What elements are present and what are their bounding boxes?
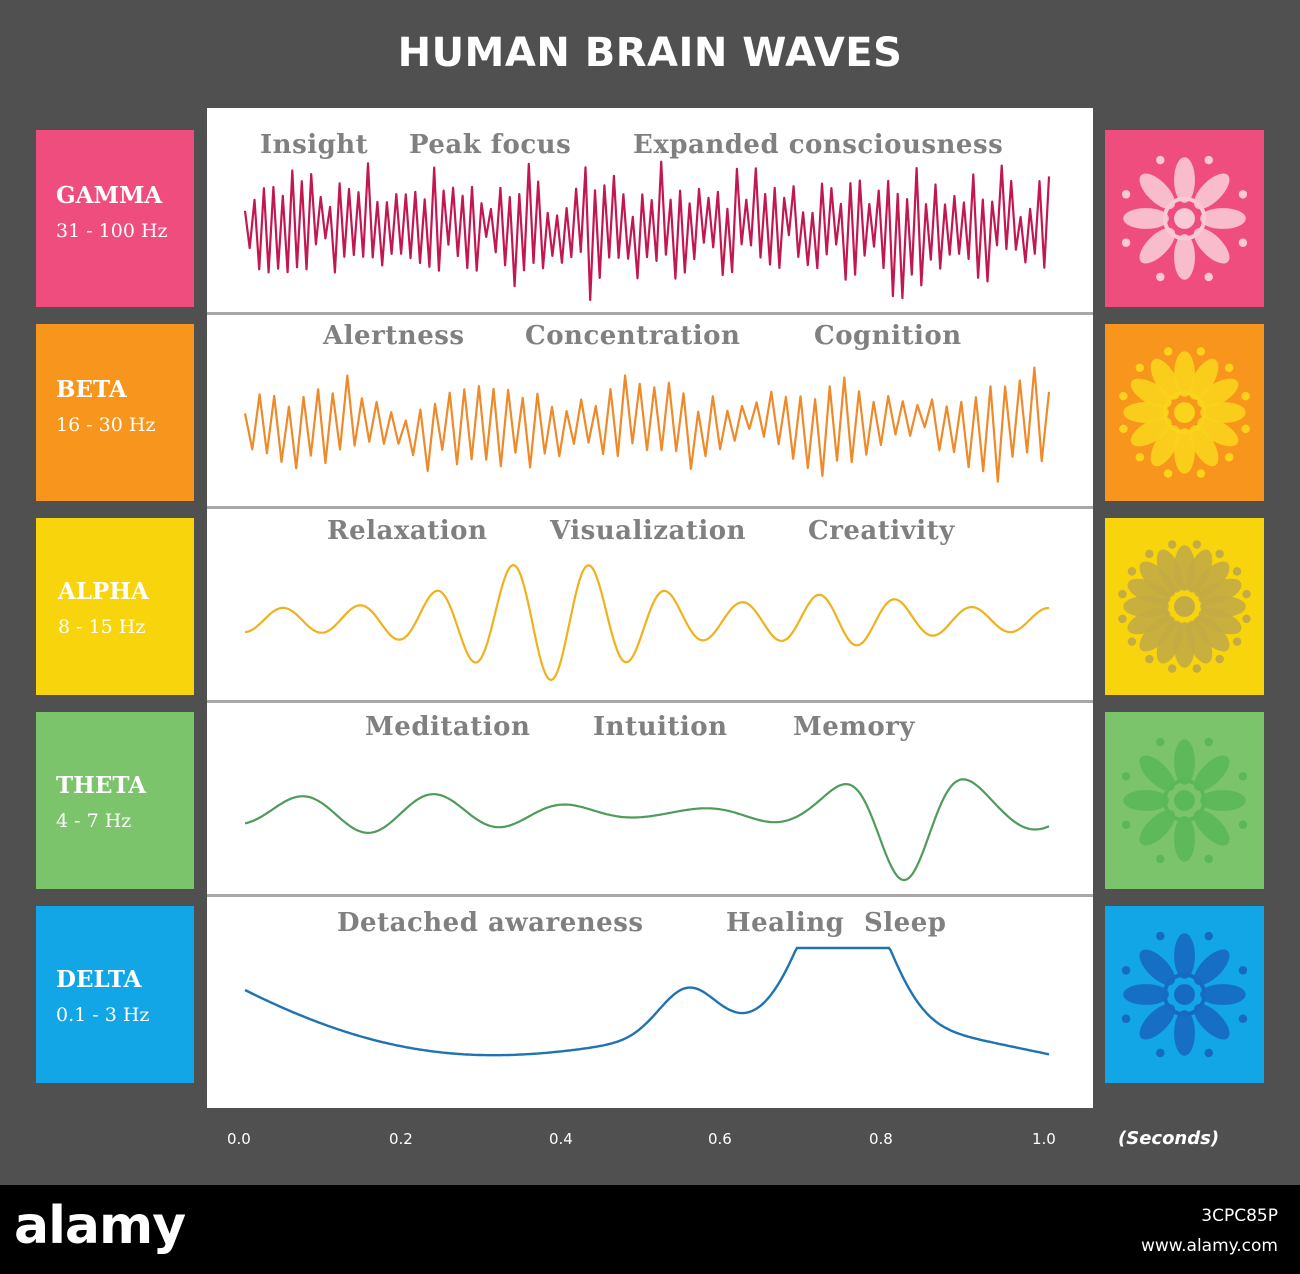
wave-traces (243, 160, 1051, 1057)
delta-mandala-icon (1105, 906, 1264, 1083)
divider (207, 700, 1093, 703)
state-label: Peak focus (409, 130, 572, 160)
page-title: HUMAN BRAIN WAVES (397, 30, 903, 76)
theta-frequency: 4 - 7 Hz (56, 810, 132, 832)
state-label: Healing (726, 908, 845, 938)
state-label: Memory (793, 712, 915, 742)
alpha-wave (244, 563, 1050, 682)
beta-frequency: 16 - 30 Hz (56, 414, 156, 436)
state-label: Visualization (550, 516, 746, 546)
beta-wave (243, 366, 1051, 483)
state-label: Creativity (808, 516, 955, 546)
theta-mandala-icon (1105, 712, 1264, 889)
gamma-frequency: 31 - 100 Hz (56, 220, 168, 242)
state-label: Detached awareness (337, 908, 644, 938)
footer-bar (0, 1185, 1300, 1274)
x-tick-label: 0.2 (389, 1130, 413, 1148)
theta-wave (244, 778, 1050, 882)
gamma-name: GAMMA (56, 182, 163, 209)
alpha-frequency: 8 - 15 Hz (58, 616, 146, 638)
x-tick-label: 1.0 (1032, 1130, 1056, 1148)
x-tick-label: 0.6 (708, 1130, 732, 1148)
gamma-label-box: GAMMA 31 - 100 Hz (36, 130, 194, 307)
alpha-mandala-icon (1105, 518, 1264, 695)
state-label: Expanded consciousness (633, 130, 1004, 160)
brand-logo: alamy (14, 1196, 186, 1256)
state-label: Cognition (814, 321, 962, 351)
x-tick-label: 0.4 (549, 1130, 573, 1148)
state-label: Meditation (365, 712, 531, 742)
state-label: Intuition (593, 712, 728, 742)
divider (207, 506, 1093, 509)
gamma-mandala-icon (1105, 130, 1264, 307)
beta-name: BETA (56, 376, 127, 403)
state-label: Alertness (323, 321, 465, 351)
state-label: Sleep (864, 908, 947, 938)
alpha-name: ALPHA (58, 578, 149, 605)
x-axis-unit: (Seconds) (1118, 1128, 1220, 1149)
beta-mandala-icon (1105, 324, 1264, 501)
image-id: 3CPC85P (1201, 1206, 1278, 1226)
divider (207, 894, 1093, 897)
divider (207, 312, 1093, 315)
delta-label-box: DELTA 0.1 - 3 Hz (36, 906, 194, 1083)
theta-label-box: THETA 4 - 7 Hz (36, 712, 194, 889)
gamma-wave (243, 160, 1051, 302)
delta-name: DELTA (56, 966, 142, 993)
delta-wave (244, 946, 1050, 1057)
beta-label-box: BETA 16 - 30 Hz (36, 324, 194, 501)
state-label: Insight (260, 130, 369, 160)
x-tick-label: 0.0 (227, 1130, 251, 1148)
site-url: www.alamy.com (1140, 1236, 1278, 1256)
state-label: Relaxation (327, 516, 488, 546)
x-tick-label: 0.8 (869, 1130, 893, 1148)
theta-name: THETA (56, 772, 147, 799)
delta-frequency: 0.1 - 3 Hz (56, 1004, 150, 1026)
state-label: Concentration (525, 321, 741, 351)
alpha-label-box: ALPHA 8 - 15 Hz (36, 518, 194, 695)
